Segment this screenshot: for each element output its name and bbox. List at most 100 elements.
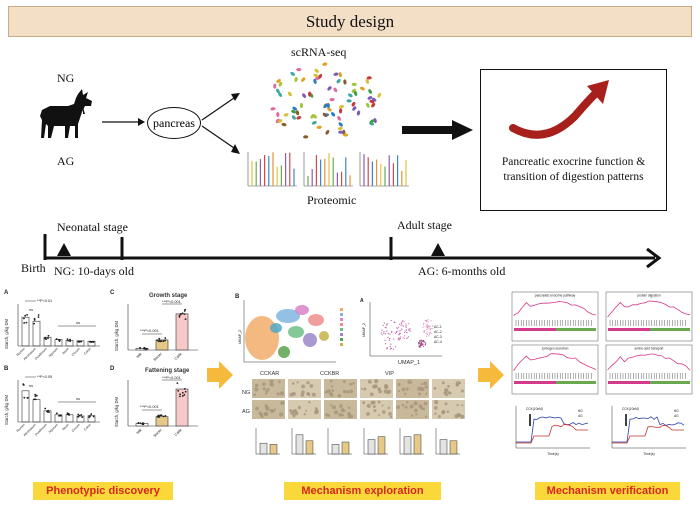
cell-point bbox=[419, 346, 421, 348]
ihc-stain bbox=[297, 405, 302, 410]
trace-x-label: Time(s) bbox=[547, 452, 558, 456]
cell-point bbox=[430, 332, 432, 334]
cell-dot bbox=[273, 83, 277, 89]
feed-starch-chart-c: Starch, g/kg DM Milk Starter Cattle ***P<0.0… bbox=[114, 300, 198, 362]
cell-point bbox=[403, 337, 405, 340]
ihc-stain bbox=[273, 408, 276, 411]
cell-dot bbox=[322, 112, 328, 118]
cell-point bbox=[400, 324, 402, 326]
cell-point bbox=[394, 346, 397, 348]
cell-point bbox=[402, 325, 405, 327]
region-tick-label: Cecum bbox=[71, 347, 81, 357]
cell-point bbox=[427, 328, 429, 330]
region-bar bbox=[21, 390, 30, 423]
data-point bbox=[23, 396, 26, 399]
cell-point bbox=[408, 328, 410, 330]
ihc-stain bbox=[349, 389, 354, 394]
trace-x-label: Time(s) bbox=[643, 452, 654, 456]
y-axis-label: Starch, g/kg DM bbox=[114, 396, 119, 427]
stimulus-label: CCK(10nM) bbox=[526, 407, 543, 411]
cell-point bbox=[405, 323, 407, 325]
data-point bbox=[184, 390, 187, 393]
ihc-stain bbox=[330, 385, 334, 388]
cell-point bbox=[388, 339, 390, 341]
ihc-stain bbox=[330, 404, 333, 407]
cell-point bbox=[432, 325, 434, 327]
data-point bbox=[145, 347, 148, 350]
p-value-label: ***P<0.001 bbox=[140, 329, 159, 333]
data-point bbox=[22, 383, 25, 386]
stimulus-label: CCK(10nM) bbox=[622, 407, 639, 411]
cell-dot bbox=[299, 102, 304, 109]
ihc-stain bbox=[372, 405, 376, 409]
feed-bar bbox=[175, 388, 189, 427]
ihc-stain bbox=[401, 387, 406, 392]
cell-dot bbox=[323, 103, 328, 109]
region-bar bbox=[76, 415, 85, 423]
feed-tick-label: Cattle bbox=[174, 352, 183, 361]
cell-point bbox=[428, 333, 430, 335]
cell-point bbox=[398, 330, 400, 332]
cell-point bbox=[383, 322, 385, 324]
data-point bbox=[176, 382, 179, 385]
ihc-stain bbox=[305, 409, 308, 412]
rank-bar-neg bbox=[556, 381, 596, 384]
ng-trace bbox=[612, 416, 685, 443]
ihc-quantification-bars bbox=[255, 428, 460, 455]
ihc-stain bbox=[377, 400, 381, 404]
outcome-line-1: Pancreatic exocrine function & bbox=[501, 156, 646, 168]
ihc-stain bbox=[342, 380, 346, 384]
cell-point bbox=[389, 348, 392, 350]
cell-point bbox=[425, 342, 427, 344]
cell-point bbox=[386, 348, 388, 350]
ihc-stain bbox=[367, 379, 372, 384]
ihc-stain bbox=[366, 403, 371, 408]
y-axis-label: Starch, g/kg DM bbox=[4, 394, 9, 425]
cluster-blob bbox=[270, 323, 282, 333]
cell-point bbox=[423, 345, 425, 347]
data-point bbox=[142, 347, 145, 350]
cell-point bbox=[390, 343, 392, 345]
ihc-stain bbox=[413, 401, 418, 406]
data-point bbox=[26, 313, 29, 316]
ihc-stain bbox=[369, 392, 374, 397]
cell-point bbox=[426, 325, 429, 328]
cell-point bbox=[387, 336, 389, 338]
feed-bar bbox=[135, 348, 149, 351]
quant-bar bbox=[331, 444, 340, 455]
cell-dot bbox=[322, 62, 328, 66]
cell-point bbox=[418, 345, 420, 348]
cell-point bbox=[400, 336, 402, 338]
cell-dot bbox=[337, 116, 341, 121]
cell-dot bbox=[373, 118, 377, 124]
cell-point bbox=[427, 319, 429, 321]
region-tick-label: Duodenum bbox=[34, 347, 48, 361]
region-bar bbox=[21, 316, 30, 347]
ihc-stain bbox=[441, 410, 445, 415]
quant-bar bbox=[367, 439, 376, 455]
y-axis-label: Starch, g/kg DM bbox=[114, 320, 119, 351]
cell-point bbox=[421, 340, 423, 342]
cell-point bbox=[418, 343, 420, 345]
ns-label: ns bbox=[29, 308, 33, 312]
ihc-stain bbox=[446, 410, 450, 414]
ihc-stain bbox=[296, 381, 299, 384]
ihc-stain bbox=[278, 412, 284, 417]
data-point bbox=[77, 415, 80, 418]
cell-point bbox=[427, 325, 430, 327]
cell-point bbox=[426, 328, 428, 331]
data-point bbox=[158, 416, 160, 419]
legend-swatch bbox=[340, 318, 343, 321]
mech-panel-a: A bbox=[360, 298, 364, 304]
cluster-blob bbox=[288, 326, 304, 338]
ihc-stain bbox=[269, 408, 274, 413]
data-point bbox=[144, 347, 147, 350]
ihc-stain bbox=[404, 405, 408, 409]
ihc-stain bbox=[289, 409, 292, 412]
cell-point bbox=[384, 326, 386, 329]
data-point bbox=[66, 338, 69, 341]
cluster-blob bbox=[303, 333, 317, 347]
region-tick-label: Jejunum bbox=[47, 423, 59, 435]
cell-point bbox=[418, 341, 420, 343]
ihc-stain bbox=[421, 383, 424, 386]
